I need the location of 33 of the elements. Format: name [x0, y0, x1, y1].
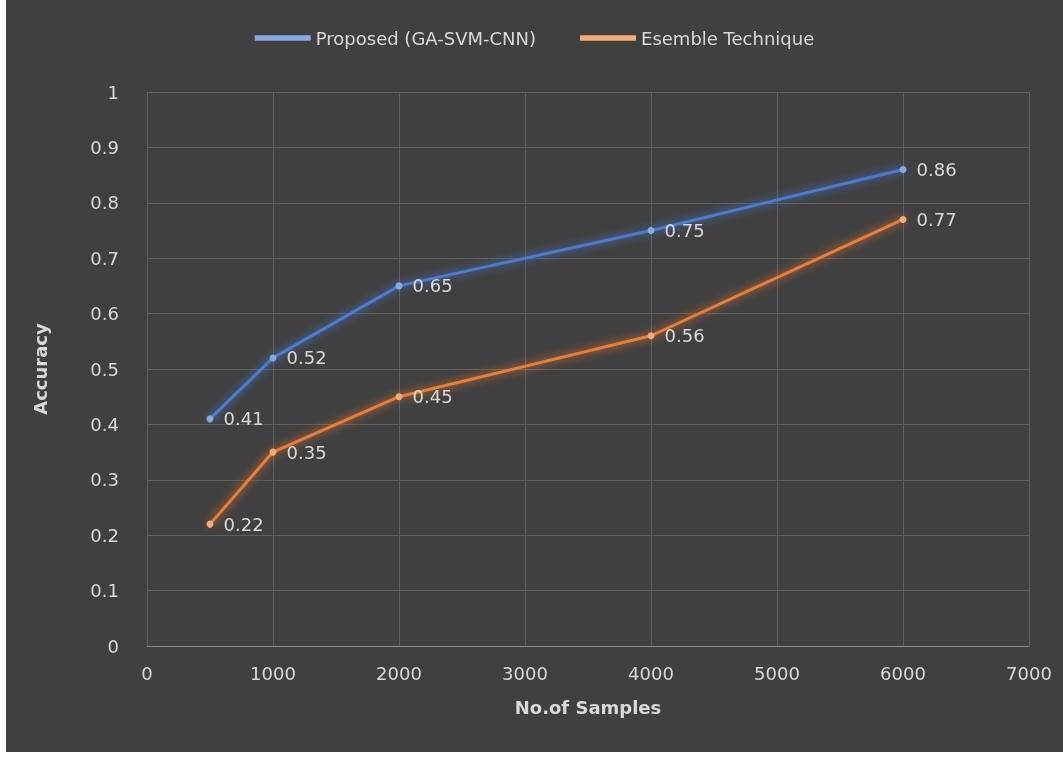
y-tick-label: 0.7 [90, 247, 119, 269]
data-label: 0.65 [412, 275, 453, 297]
data-label: 0.45 [412, 386, 453, 408]
x-tick-label: 6000 [880, 662, 926, 684]
y-tick-label: 0.3 [90, 469, 119, 491]
y-tick-label: 0.6 [90, 303, 119, 325]
y-tick-label: 0.2 [90, 524, 119, 546]
data-label: 0.75 [664, 220, 705, 241]
data-label: 0.52 [286, 347, 327, 369]
data-label: 0.41 [223, 408, 264, 430]
data-label: 0.22 [223, 513, 264, 535]
data-label: 0.86 [916, 159, 957, 181]
y-axis-title: Accuracy [29, 322, 51, 415]
y-tick-label: 0.9 [90, 136, 119, 158]
x-axis-title: No.of Samples [514, 696, 662, 718]
data-label: 0.35 [286, 441, 327, 463]
y-tick-label: 0.4 [90, 413, 119, 435]
x-tick-label: 3000 [502, 662, 548, 684]
x-tick-label: 4000 [628, 662, 674, 684]
x-tick-label: 1000 [250, 662, 296, 684]
data-label: 0.56 [664, 325, 705, 347]
x-tick-label: 5000 [754, 662, 800, 684]
x-tick-label: 7000 [1006, 662, 1052, 684]
y-tick-label: 0.5 [90, 358, 119, 380]
x-tick-label: 0 [141, 662, 153, 684]
y-tick-label: 0.1 [90, 580, 119, 602]
data-label: 0.77 [916, 208, 957, 230]
y-tick-label: 1 [107, 81, 119, 103]
legend-label: Proposed (GA-SVM-CNN) [315, 27, 537, 49]
y-tick-label: 0.8 [90, 192, 119, 214]
legend-label: Esemble Technique [641, 27, 815, 49]
x-tick-label: 2000 [376, 662, 422, 684]
y-tick-label: 0 [107, 635, 119, 657]
